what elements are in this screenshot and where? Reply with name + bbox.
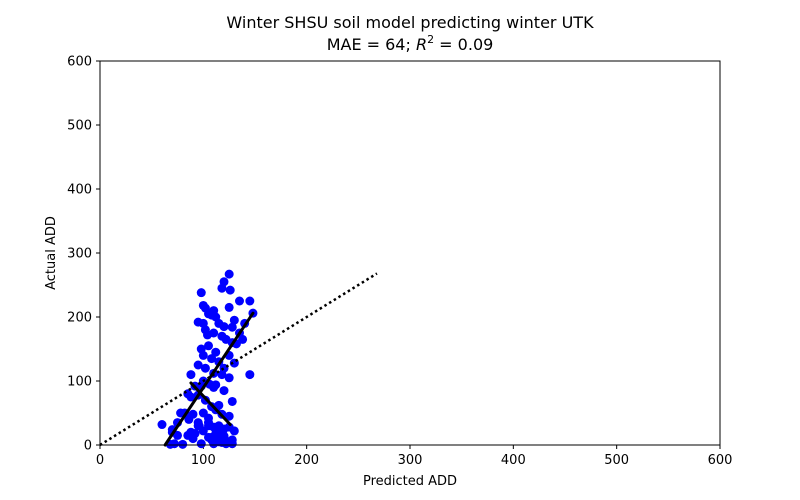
data-point	[207, 354, 217, 364]
data-point	[238, 334, 248, 344]
trend-lines	[99, 272, 378, 447]
data-point	[225, 285, 235, 295]
x-tick-label: 200	[294, 453, 319, 468]
data-points	[157, 269, 258, 449]
data-point	[224, 411, 234, 421]
data-point	[193, 421, 203, 431]
data-point	[157, 420, 167, 430]
data-point	[198, 350, 208, 360]
x-tick-label: 100	[191, 453, 216, 468]
data-point	[224, 269, 234, 279]
y-tick-label: 600	[67, 55, 92, 70]
data-point	[219, 431, 229, 441]
data-point	[204, 341, 213, 351]
data-point	[211, 347, 221, 357]
data-point	[200, 363, 210, 373]
data-point	[227, 435, 237, 445]
data-point	[224, 302, 234, 312]
y-tick-label: 0	[84, 439, 92, 454]
data-point	[217, 283, 227, 293]
data-point	[202, 330, 212, 340]
data-point	[227, 322, 237, 332]
x-tick-label: 0	[96, 453, 104, 468]
x-axis-label: Predicted ADD	[363, 474, 457, 489]
data-point	[173, 430, 182, 440]
data-point	[219, 386, 229, 396]
fit-line-falling	[189, 381, 232, 427]
identity-line	[99, 272, 378, 447]
data-point	[209, 382, 219, 392]
data-point	[186, 370, 196, 380]
data-point	[204, 418, 213, 428]
data-point	[235, 296, 244, 306]
data-point	[214, 421, 224, 431]
data-point	[217, 370, 227, 380]
x-tick-label: 400	[501, 453, 526, 468]
y-tick-label: 100	[67, 375, 92, 390]
data-point	[184, 414, 194, 424]
y-axis-label: Actual ADD	[44, 216, 59, 290]
data-point	[219, 322, 229, 332]
data-point	[186, 392, 196, 402]
data-point	[207, 432, 217, 442]
data-point	[193, 360, 203, 370]
fit-line-rising	[163, 311, 255, 447]
data-point	[196, 288, 206, 298]
data-point	[176, 408, 186, 418]
y-tick-label: 400	[67, 183, 92, 198]
axis-ticks: 0 100 200 300 400 500 600 0 100 200 300 400 500 600	[67, 55, 732, 469]
y-tick-label: 200	[67, 311, 92, 326]
x-tick-label: 600	[708, 453, 733, 468]
data-point	[245, 370, 255, 380]
chart-title: Winter SHSU soil model predicting winter…	[226, 13, 594, 32]
data-point	[229, 315, 239, 325]
data-point	[178, 439, 188, 449]
plot-frame	[99, 60, 721, 446]
data-point	[224, 373, 234, 383]
data-point	[186, 427, 196, 437]
chart-subtitle: MAE = 64; R2 = 0.09	[327, 33, 494, 54]
y-tick-label: 500	[67, 119, 92, 134]
data-point	[196, 439, 206, 449]
x-tick-label: 500	[604, 453, 629, 468]
data-point	[227, 396, 237, 406]
x-tick-label: 300	[398, 453, 423, 468]
data-point	[245, 296, 255, 306]
y-tick-label: 300	[67, 247, 92, 262]
